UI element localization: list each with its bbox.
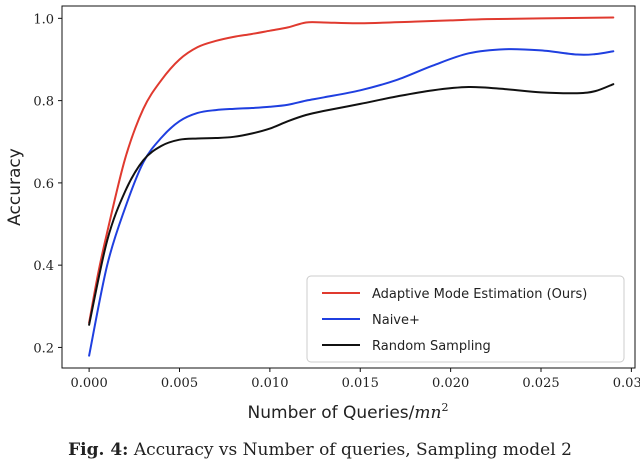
legend-label-3: Random Sampling xyxy=(372,339,491,354)
x-tick-label: 0.000 xyxy=(71,376,108,391)
series-line-1 xyxy=(88,16,615,324)
x-axis-label-prefix: Number of Queries/ xyxy=(248,403,415,423)
legend-label-2: Naive+ xyxy=(372,313,420,328)
x-tick-label: 0.015 xyxy=(342,376,379,391)
x-tick-label: 0.025 xyxy=(522,376,559,391)
x-tick-label: 0.020 xyxy=(432,376,469,391)
x-tick-label: 0.010 xyxy=(251,376,288,391)
y-tick-label: 1.0 xyxy=(33,12,54,27)
x-tick-label: 0.030 xyxy=(613,376,640,391)
y-axis-label: Accuracy xyxy=(5,148,25,226)
x-axis-label-exp: 2 xyxy=(441,401,448,414)
y-tick-label: 0.2 xyxy=(33,341,54,356)
series-line-3 xyxy=(88,83,615,326)
legend: Adaptive Mode Estimation (Ours) Naive+ Ran… xyxy=(306,275,625,363)
series-line-2 xyxy=(88,48,615,357)
legend-box xyxy=(306,275,625,363)
caption-text: Accuracy vs Number of queries, Sampling … xyxy=(133,440,572,459)
legend-items: Adaptive Mode Estimation (Ours) Naive+ Ran… xyxy=(322,287,587,354)
series-lines xyxy=(88,16,615,357)
y-axis-ticks: 0.2 0.4 0.6 0.8 1.0 xyxy=(33,12,62,356)
plot-frame xyxy=(61,5,636,369)
x-axis-ticks: 0.000 0.005 0.010 0.015 0.020 0.025 0.030 xyxy=(71,368,640,391)
y-tick-label: 0.4 xyxy=(33,259,54,274)
legend-label-1: Adaptive Mode Estimation (Ours) xyxy=(372,287,587,302)
x-axis-label: Number of Queries/mn2 xyxy=(248,401,449,423)
x-tick-label: 0.005 xyxy=(161,376,198,391)
x-axis-label-var: mn xyxy=(414,403,441,423)
y-tick-label: 0.8 xyxy=(33,95,54,110)
caption-label: Fig. 4: xyxy=(68,440,128,459)
y-tick-label: 0.6 xyxy=(33,177,54,192)
figure-caption: Fig. 4: Accuracy vs Number of queries, S… xyxy=(68,440,572,459)
